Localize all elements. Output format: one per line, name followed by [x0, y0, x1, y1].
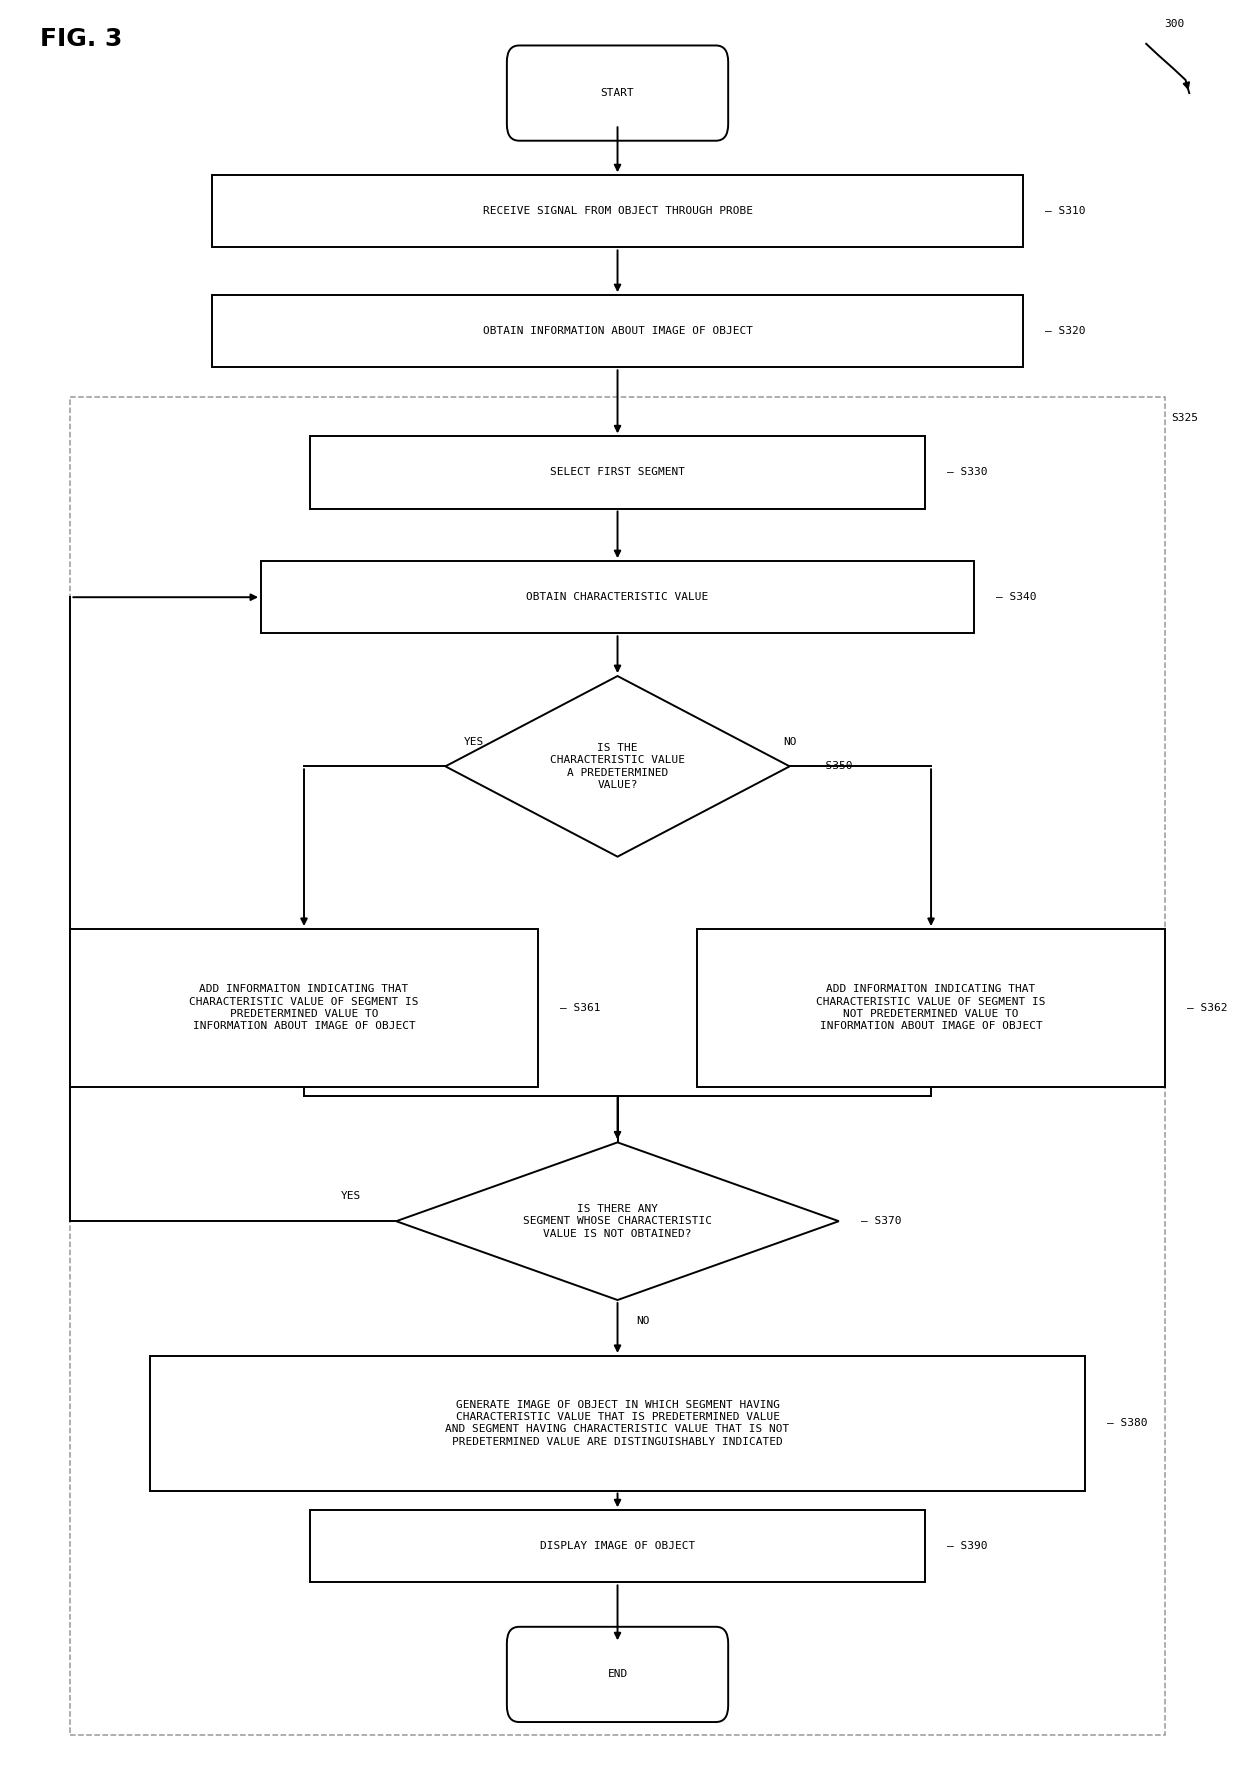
Bar — [212, 295, 1023, 366]
Text: END: END — [608, 1669, 627, 1679]
Text: — S370: — S370 — [861, 1217, 901, 1226]
Text: RECEIVE SIGNAL FROM OBJECT THROUGH PROBE: RECEIVE SIGNAL FROM OBJECT THROUGH PROBE — [482, 206, 753, 217]
FancyBboxPatch shape — [507, 1626, 728, 1722]
Bar — [697, 929, 1164, 1087]
Text: DISPLAY IMAGE OF OBJECT: DISPLAY IMAGE OF OBJECT — [539, 1541, 696, 1551]
Text: ADD INFORMAITON INDICATING THAT
CHARACTERISTIC VALUE OF SEGMENT IS
PREDETERMINED: ADD INFORMAITON INDICATING THAT CHARACTE… — [190, 984, 419, 1032]
Bar — [260, 560, 975, 633]
Bar — [71, 397, 1164, 1735]
Polygon shape — [397, 1142, 838, 1300]
Bar — [310, 1510, 925, 1583]
Text: — S362: — S362 — [1187, 1003, 1228, 1012]
Bar — [212, 174, 1023, 247]
Text: — S361: — S361 — [559, 1003, 600, 1012]
Text: S325: S325 — [1171, 413, 1198, 423]
Bar — [150, 1356, 1085, 1491]
Text: OBTAIN CHARACTERISTIC VALUE: OBTAIN CHARACTERISTIC VALUE — [527, 592, 708, 603]
Text: NO: NO — [636, 1316, 650, 1327]
Bar — [71, 929, 538, 1087]
Polygon shape — [445, 676, 790, 857]
Text: — S350: — S350 — [812, 761, 852, 772]
Text: 300: 300 — [1164, 20, 1185, 28]
Text: GENERATE IMAGE OF OBJECT IN WHICH SEGMENT HAVING
CHARACTERISTIC VALUE THAT IS PR: GENERATE IMAGE OF OBJECT IN WHICH SEGMEN… — [445, 1400, 790, 1446]
Text: START: START — [600, 89, 635, 98]
Text: — S330: — S330 — [947, 468, 987, 477]
Text: YES: YES — [341, 1192, 361, 1201]
Text: ADD INFORMAITON INDICATING THAT
CHARACTERISTIC VALUE OF SEGMENT IS
NOT PREDETERM: ADD INFORMAITON INDICATING THAT CHARACTE… — [816, 984, 1045, 1032]
Text: — S390: — S390 — [947, 1541, 987, 1551]
Text: FIG. 3: FIG. 3 — [40, 27, 122, 52]
Text: OBTAIN INFORMATION ABOUT IMAGE OF OBJECT: OBTAIN INFORMATION ABOUT IMAGE OF OBJECT — [482, 326, 753, 336]
Text: — S320: — S320 — [1045, 326, 1086, 336]
Text: — S340: — S340 — [996, 592, 1037, 603]
Text: NO: NO — [784, 737, 797, 747]
Text: — S310: — S310 — [1045, 206, 1086, 217]
Text: IS THERE ANY
SEGMENT WHOSE CHARACTERISTIC
VALUE IS NOT OBTAINED?: IS THERE ANY SEGMENT WHOSE CHARACTERISTI… — [523, 1204, 712, 1238]
Bar — [310, 436, 925, 509]
Text: YES: YES — [464, 737, 484, 747]
Text: IS THE
CHARACTERISTIC VALUE
A PREDETERMINED
VALUE?: IS THE CHARACTERISTIC VALUE A PREDETERMI… — [551, 744, 684, 790]
Text: SELECT FIRST SEGMENT: SELECT FIRST SEGMENT — [551, 468, 684, 477]
FancyBboxPatch shape — [507, 46, 728, 141]
Text: — S380: — S380 — [1107, 1418, 1147, 1429]
